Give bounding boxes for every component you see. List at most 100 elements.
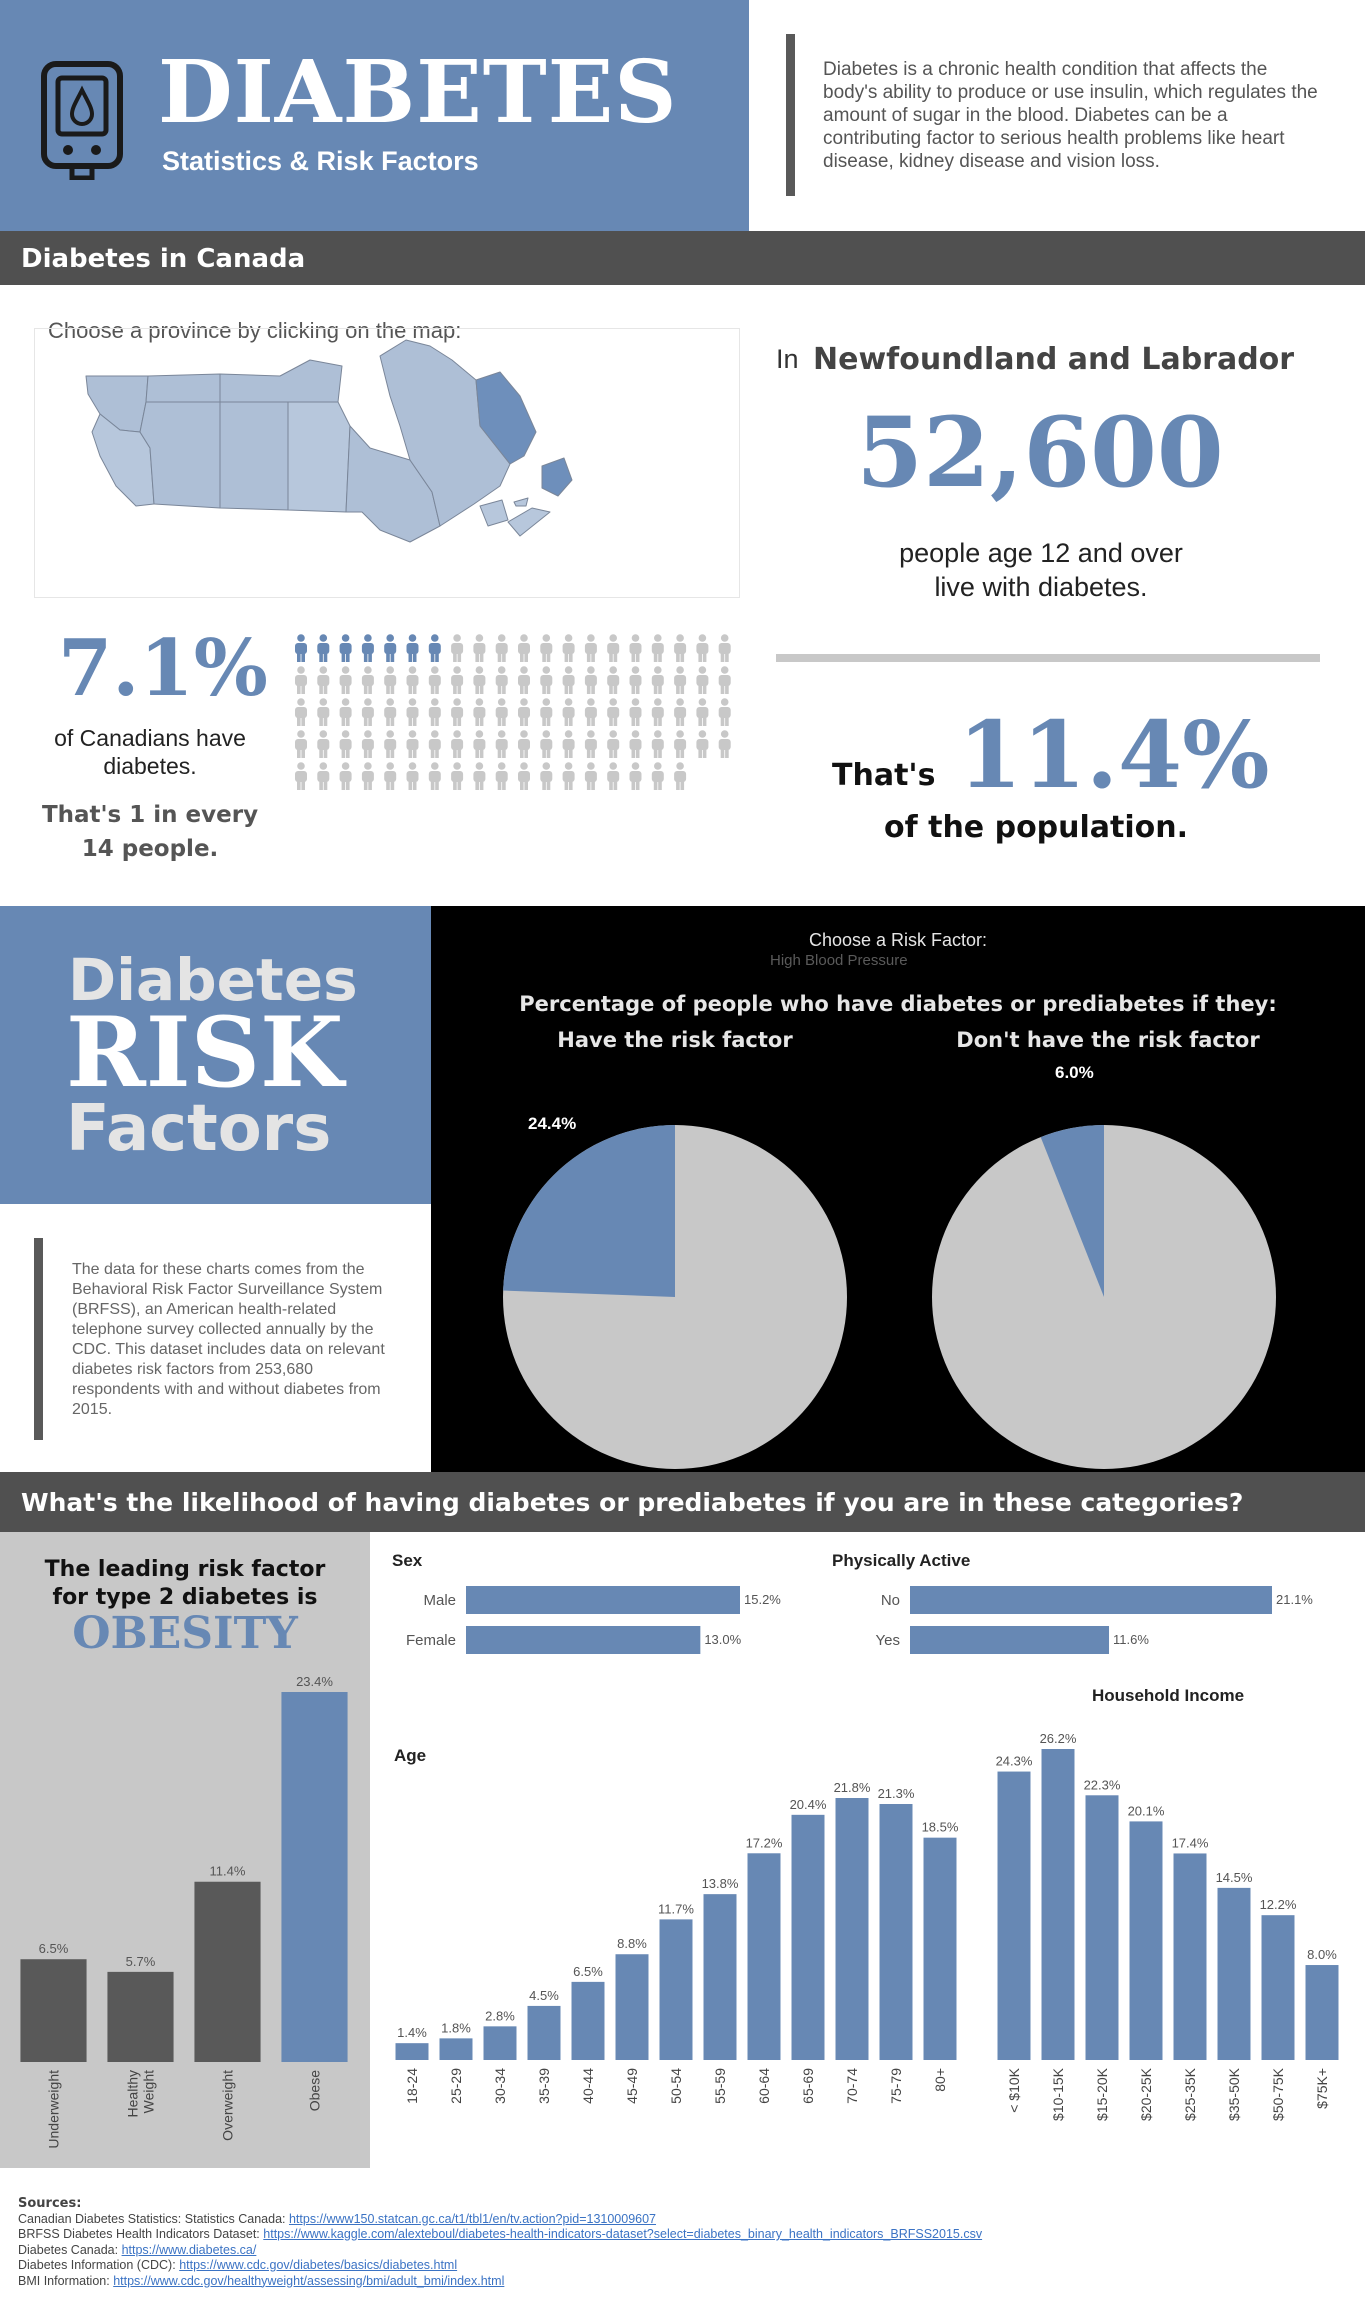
leading-line: The leading risk factor for type 2 diabe…: [44, 1557, 326, 1610]
bar: [527, 2005, 561, 2060]
likelihood-section-header: What's the likelihood of having diabetes…: [0, 1472, 1365, 1532]
data-label: 5.7%: [126, 1954, 156, 1969]
canada-section-title: Diabetes in Canada: [21, 244, 306, 274]
bar: [659, 1919, 693, 2060]
person-icon: [674, 666, 687, 694]
tick-label: HealthyWeight: [125, 2070, 157, 2118]
pie-slice-diabetes: [1040, 1125, 1104, 1297]
source-link[interactable]: https://www.cdc.gov/diabetes/basics/diab…: [179, 2258, 458, 2272]
pie-heading: Percentage of people who have diabetes o…: [519, 992, 1277, 1016]
province-ontario: [345, 425, 441, 543]
province-pei: [513, 497, 529, 507]
canada-map-frame: [34, 328, 740, 598]
risk-title-line2: RISK: [66, 996, 344, 1109]
person-icon: [451, 698, 464, 726]
chart-title: Sex: [392, 1551, 423, 1570]
province-quebec: [379, 339, 511, 527]
person-icon: [518, 730, 530, 758]
person-icon: [384, 730, 397, 758]
province-prefix: In: [776, 344, 799, 374]
person-icon: [562, 698, 575, 726]
person-icon: [451, 762, 464, 790]
tick-label: 60-64: [756, 2068, 772, 2104]
header-quote-bar: [786, 34, 795, 196]
province-british-columbia: [91, 413, 155, 507]
bar: [1085, 1795, 1119, 2060]
person-icon: [562, 762, 575, 790]
person-icon: [651, 762, 664, 790]
age-chart: Age 1.4% 18-24 1.8% 25-29 2.8% 30-34 4.5% 35-39 6…: [394, 1746, 959, 2104]
person-pictogram: [295, 634, 731, 790]
header-banner: [0, 0, 749, 231]
person-icon: [518, 634, 530, 662]
bar: [20, 1959, 87, 2062]
risk-factor-select[interactable]: High Blood Pressure: [770, 952, 908, 969]
person-icon: [339, 730, 352, 758]
category-label: No: [881, 1592, 900, 1609]
chart-title: Household Income: [1092, 1686, 1244, 1705]
bar: [791, 1814, 825, 2060]
person-icon: [696, 730, 709, 758]
person-icon: [607, 666, 620, 694]
person-icon: [651, 634, 664, 662]
data-label: 22.3%: [1084, 1777, 1121, 1792]
data-label: 23.4%: [296, 1676, 333, 1689]
person-icon: [518, 762, 530, 790]
person-icon: [361, 666, 374, 694]
canada-map[interactable]: [80, 336, 700, 552]
province-divider: [776, 654, 1320, 662]
person-icon: [406, 634, 419, 662]
bar: [1217, 1887, 1251, 2060]
person-icon: [495, 698, 508, 726]
bar: [1041, 1749, 1075, 2060]
province-saskatchewan: [219, 401, 289, 511]
data-label: 15.2%: [744, 1592, 781, 1607]
person-icon: [384, 634, 397, 662]
person-icon: [540, 634, 553, 662]
province-count-caption: people age 12 and over live with diabete…: [899, 538, 1183, 602]
person-icon: [651, 698, 664, 726]
pie-left-title: Have the risk factor: [557, 1028, 793, 1052]
tick-label: 35-39: [536, 2068, 552, 2104]
bar: [281, 1692, 348, 2062]
person-icon: [718, 730, 731, 758]
person-icon: [406, 698, 419, 726]
bar: [747, 1853, 781, 2060]
person-icon: [562, 634, 575, 662]
data-label: 20.1%: [1128, 1803, 1165, 1818]
person-icon: [584, 634, 597, 662]
person-icon: [584, 666, 597, 694]
data-label: 14.5%: [1216, 1870, 1253, 1885]
person-icon: [361, 730, 374, 758]
source-link[interactable]: https://www.diabetes.ca/: [121, 2242, 257, 2257]
person-icon: [406, 666, 419, 694]
data-label: 1.4%: [397, 2025, 427, 2040]
ratio-text: That's 1 in every 14 people.: [41, 802, 259, 862]
person-icon: [295, 730, 307, 758]
person-icon: [495, 666, 508, 694]
source-link[interactable]: https://www150.statcan.gc.ca/t1/tbl1/en/…: [288, 2211, 657, 2226]
source-link[interactable]: https://www.kaggle.com/alexteboul/diabet…: [263, 2227, 983, 2241]
bar: [910, 1586, 1272, 1614]
thats-label: That's: [832, 758, 936, 793]
category-label: Female: [406, 1632, 456, 1649]
tick-label: Underweight: [46, 2070, 62, 2149]
person-icon: [696, 634, 709, 662]
risk-factor-label: Choose a Risk Factor:: [808, 930, 988, 950]
pie-slice-diabetes: [503, 1125, 675, 1297]
province-percent: 11.4%: [958, 701, 1270, 809]
person-icon: [607, 634, 620, 662]
tick-label: 80+: [932, 2068, 948, 2092]
tick-label: 70-74: [844, 2068, 860, 2104]
bar: [879, 1804, 913, 2060]
person-icon: [518, 698, 530, 726]
source-label: BRFSS Diabetes Health Indicators Dataset…: [18, 2227, 260, 2241]
tick-label: Obese: [307, 2070, 323, 2111]
source-link[interactable]: https://www.cdc.gov/healthyweight/assess…: [113, 2273, 505, 2288]
source-label: Canadian Diabetes Statistics: Statistics…: [18, 2211, 286, 2226]
bar: [703, 1894, 737, 2060]
person-icon: [361, 634, 374, 662]
person-icon: [339, 634, 352, 662]
person-icon: [607, 698, 620, 726]
chart-title: Physically Active: [832, 1551, 970, 1570]
